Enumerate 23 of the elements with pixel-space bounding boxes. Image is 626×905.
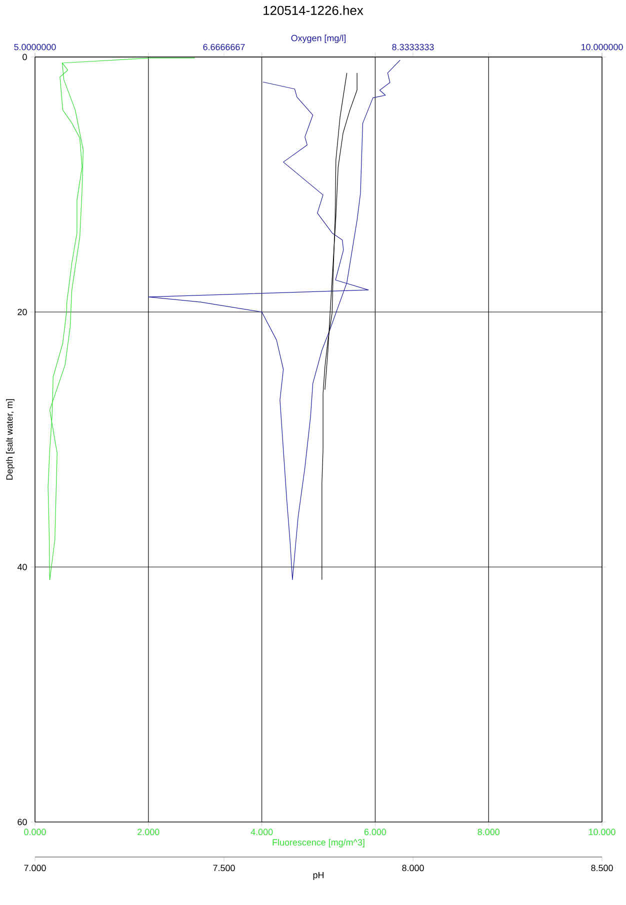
x2-tick-label: 8.3333333 [392, 44, 434, 50]
x-tick-label: 10.000 [588, 828, 616, 836]
x-tick-label: 8.000 [402, 864, 424, 872]
x-tick-label: 7.500 [213, 864, 235, 872]
x-tick-label: 6.000 [364, 828, 386, 836]
x2-axis-title: Oxygen [mg/l] [291, 34, 346, 44]
x-tick-label: 7.000 [24, 864, 46, 872]
x-tick-label: 8.000 [478, 828, 500, 836]
x2-tick-label: 5.0000000 [14, 44, 56, 50]
x-tick-label: 2.000 [138, 828, 160, 836]
y-tick-label: 0 [22, 54, 27, 60]
chart-title: 120514-1226.hex [264, 6, 364, 16]
x-tick-label: 8.500 [591, 864, 613, 872]
y-tick-label: 40 [17, 564, 27, 570]
x2-tick-label: 6.6666667 [203, 44, 245, 50]
x-tick-label: 0.000 [24, 828, 46, 836]
y-tick-label: 20 [18, 308, 27, 316]
y-tick-label: 60 [18, 818, 27, 826]
y-axis-title: Depth [salt water, m] [6, 399, 14, 480]
x-axis-title: Fluorescence [mg/m^3] [272, 838, 364, 848]
x2-tick-label: 10.000000 [582, 44, 623, 50]
x-axis-title: pH [313, 872, 324, 880]
x-tick-label: 4.000 [250, 828, 273, 836]
